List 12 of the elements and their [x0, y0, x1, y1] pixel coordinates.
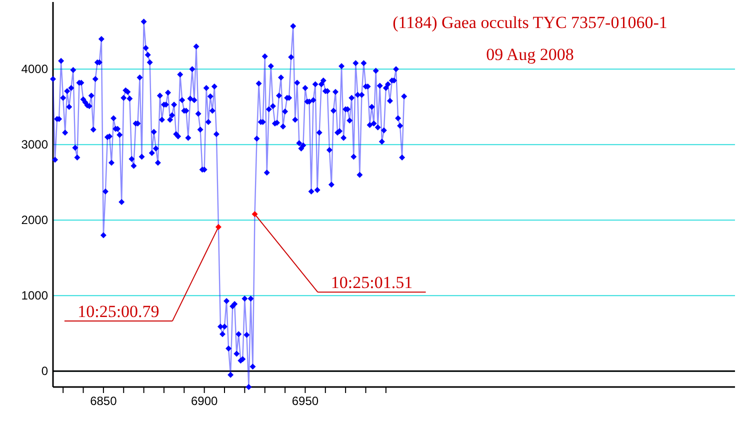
text: 09 Aug 2008 — [486, 45, 574, 64]
y-tick-label: 2000 — [21, 213, 48, 228]
text: (1184) Gaea occults TYC 7357-01060-1 — [392, 13, 668, 32]
y-tick-label: 3000 — [21, 138, 48, 152]
x-tick-label: 6850 — [90, 394, 118, 408]
x-tick-label: 6900 — [190, 394, 218, 408]
x-tick-label: 6950 — [292, 394, 319, 408]
annotation: 10:25:00.79 — [78, 302, 160, 321]
y-tick-label: 1000 — [21, 288, 48, 303]
annotation: 10:25:01.51 — [330, 273, 413, 292]
y-tick-label: 0 — [41, 364, 48, 378]
y-tick-label: 4000 — [21, 62, 48, 76]
